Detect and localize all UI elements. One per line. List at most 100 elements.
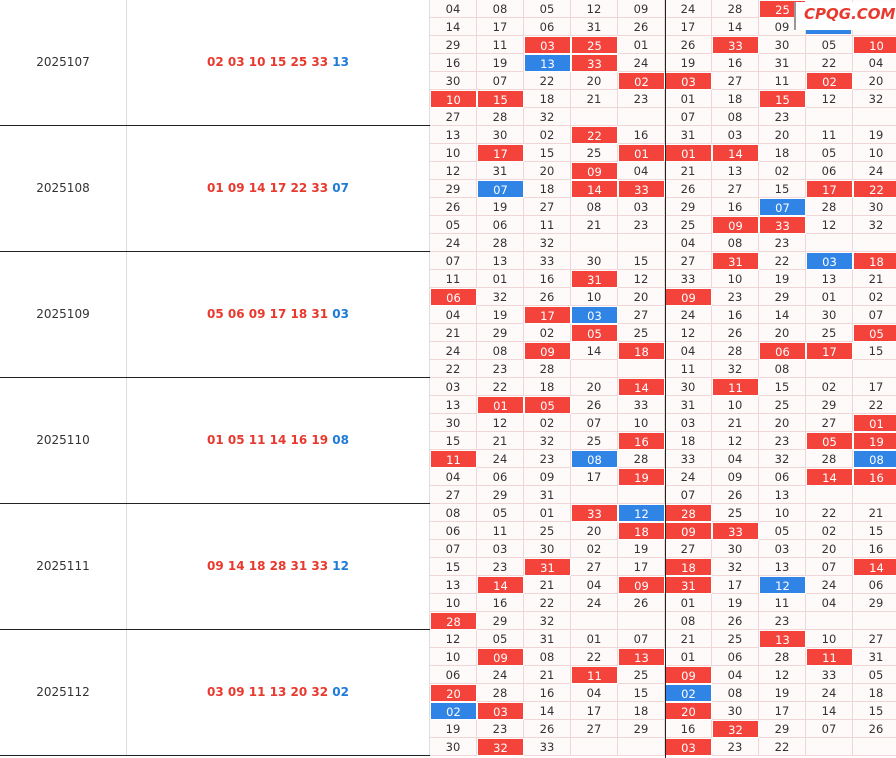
cell: 28	[759, 648, 806, 666]
hit-cell: 03	[665, 72, 712, 90]
cell: 12	[806, 216, 853, 234]
cell: 28	[806, 198, 853, 216]
cell: 22	[430, 360, 477, 378]
cell: 23	[759, 234, 806, 252]
cell: 20	[759, 414, 806, 432]
cell: 31	[665, 396, 712, 414]
cell: 22	[806, 54, 853, 72]
cell: 15	[618, 684, 665, 702]
cell: 19	[430, 720, 477, 738]
cell: 07	[618, 630, 665, 648]
hit-cell: 14	[477, 576, 524, 594]
cell: 06	[477, 216, 524, 234]
hit-cell: 03	[665, 738, 712, 756]
cell: 12	[430, 162, 477, 180]
cell: 08	[430, 504, 477, 522]
hit-cell: 02	[665, 684, 712, 702]
cell: 03	[759, 540, 806, 558]
cell: 20	[618, 288, 665, 306]
cell: 20	[571, 522, 618, 540]
hit-cell: 01	[665, 144, 712, 162]
cell: 21	[853, 504, 896, 522]
cell: 18	[853, 684, 896, 702]
blue-number: 12	[332, 559, 349, 573]
cell: 17	[618, 558, 665, 576]
cell: 29	[759, 720, 806, 738]
cell: 05	[806, 36, 853, 54]
hit-cell: 07	[477, 180, 524, 198]
hit-cell: 03	[524, 36, 571, 54]
hit-cell: 33	[571, 504, 618, 522]
cell: 04	[712, 450, 759, 468]
cell: 14	[806, 702, 853, 720]
cell: 10	[430, 144, 477, 162]
cell: 16	[853, 540, 896, 558]
cell: 02	[524, 126, 571, 144]
cell: 15	[853, 342, 896, 360]
cell: 25	[571, 432, 618, 450]
cell: 18	[759, 144, 806, 162]
hit-cell: 18	[618, 522, 665, 540]
hit-cell: 28	[430, 612, 477, 630]
cell	[618, 486, 665, 504]
logo-bar	[806, 30, 851, 34]
cell: 27	[712, 180, 759, 198]
cell: 01	[524, 504, 571, 522]
cell	[853, 486, 896, 504]
cell: 24	[665, 0, 712, 18]
cell: 17	[759, 702, 806, 720]
cell: 10	[618, 414, 665, 432]
cell: 30	[712, 540, 759, 558]
hit-cell: 22	[853, 180, 896, 198]
blue-number: 07	[332, 181, 349, 195]
cell: 29	[665, 198, 712, 216]
hit-cell: 06	[430, 288, 477, 306]
draw-numbers: 05 06 09 17 18 31 03	[127, 252, 430, 377]
hit-cell: 13	[759, 630, 806, 648]
hit-cell: 14	[618, 378, 665, 396]
cell: 30	[853, 198, 896, 216]
cell: 06	[759, 468, 806, 486]
cell: 25	[712, 504, 759, 522]
cell: 10	[430, 648, 477, 666]
hit-cell: 06	[759, 342, 806, 360]
hit-cell: 05	[571, 324, 618, 342]
cell: 24	[665, 468, 712, 486]
cell: 27	[430, 486, 477, 504]
cell: 03	[712, 126, 759, 144]
hit-cell: 16	[853, 468, 896, 486]
cell: 24	[430, 342, 477, 360]
cell: 20	[759, 126, 806, 144]
cell: 22	[524, 594, 571, 612]
cell: 03	[477, 540, 524, 558]
cell: 25	[806, 324, 853, 342]
cell: 14	[759, 306, 806, 324]
cell: 31	[665, 126, 712, 144]
hit-cell: 33	[759, 216, 806, 234]
hit-cell: 01	[618, 144, 665, 162]
cell: 15	[759, 378, 806, 396]
hit-cell: 18	[618, 342, 665, 360]
draw-numbers: 03 09 11 13 20 32 02	[127, 630, 430, 755]
cell: 07	[477, 72, 524, 90]
hit-cell: 33	[712, 36, 759, 54]
cell	[571, 108, 618, 126]
cell: 08	[759, 360, 806, 378]
cell: 28	[477, 234, 524, 252]
hit-cell: 14	[571, 180, 618, 198]
cell: 05	[477, 630, 524, 648]
cell: 27	[665, 252, 712, 270]
cell: 06	[477, 468, 524, 486]
cell: 12	[759, 666, 806, 684]
cell: 29	[618, 720, 665, 738]
cell: 04	[665, 234, 712, 252]
cell: 16	[524, 684, 571, 702]
cell: 30	[759, 36, 806, 54]
period-block: 2025110 01 05 11 14 16 19 08 03 22 18 20 14 30 1…	[0, 378, 896, 504]
cell: 33	[665, 450, 712, 468]
hit-cell: 17	[806, 180, 853, 198]
blue-number: 03	[332, 307, 349, 321]
hit-cell: 12	[618, 504, 665, 522]
cell: 24	[618, 54, 665, 72]
hit-cell: 32	[712, 720, 759, 738]
